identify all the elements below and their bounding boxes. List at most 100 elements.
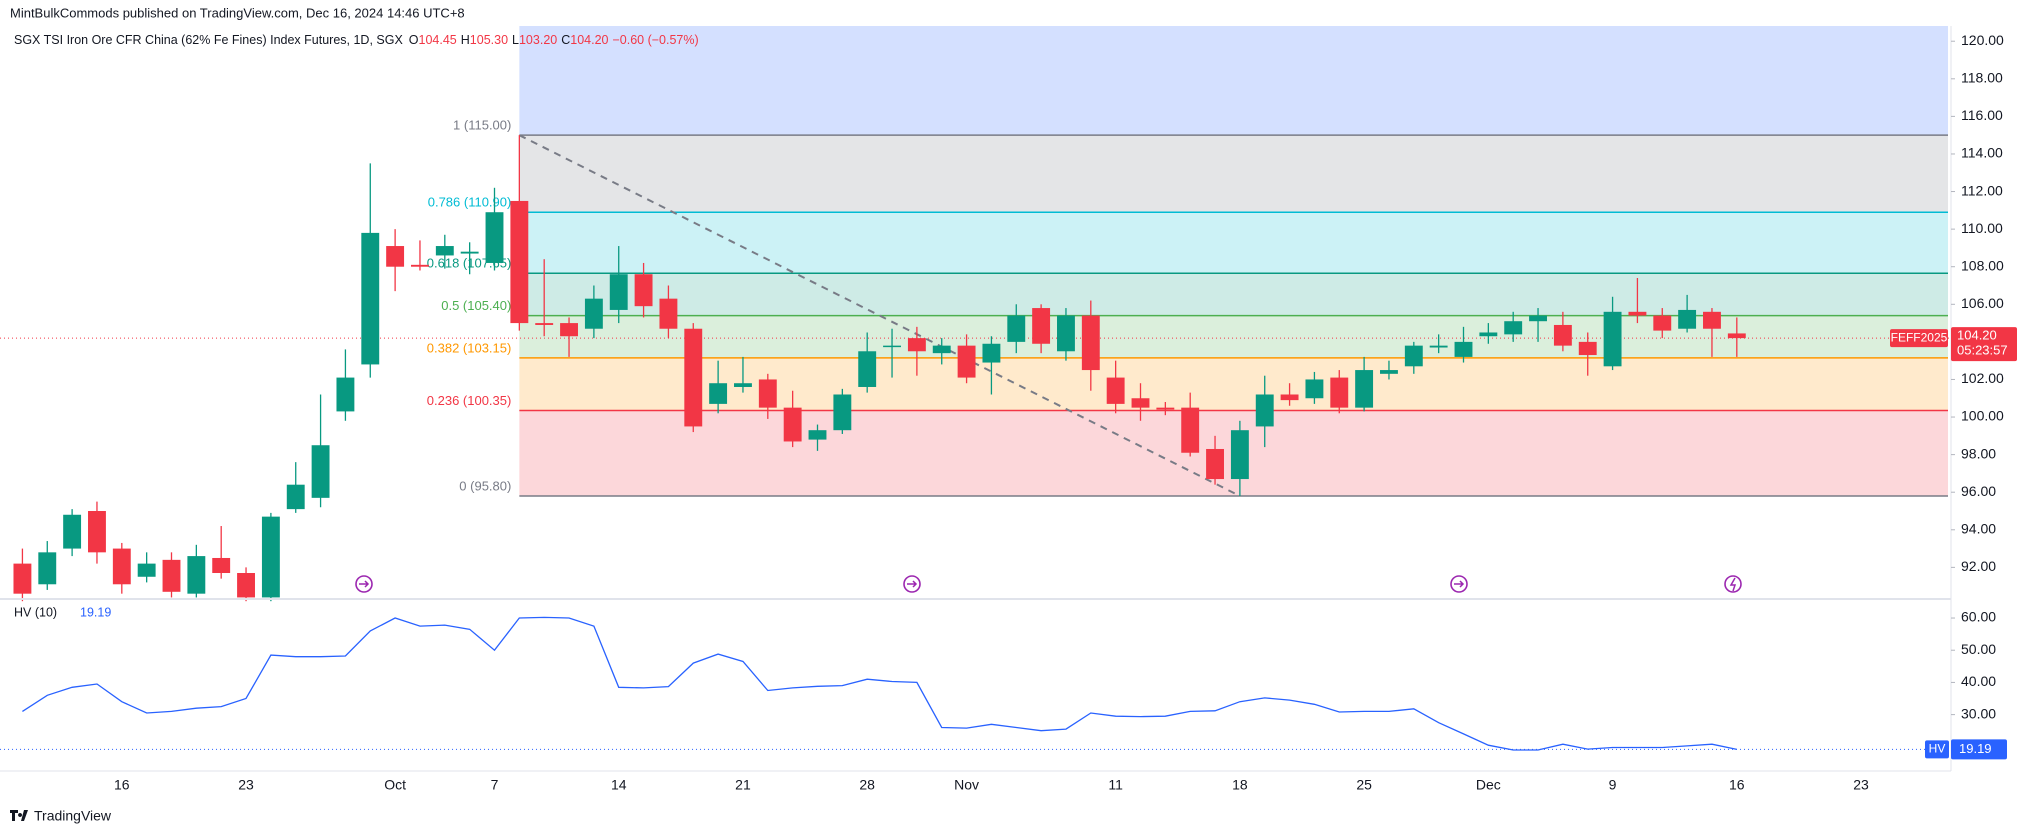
y-tick-label: 112.00 [1961,182,2003,198]
y-tick-label: 120.00 [1961,32,2004,48]
fib-zone [519,357,1948,411]
y-tick-label: 40.00 [1961,673,1996,689]
candle-body [460,251,479,254]
candle-body [162,559,181,592]
event-icon-glyph [1454,580,1465,588]
candle-body [261,516,280,598]
candle-body [336,377,355,412]
candle-body [361,232,380,365]
candle-body [1156,407,1175,410]
x-tick-label: 9 [1609,777,1617,793]
candle-body [1106,377,1125,404]
candle-body [485,212,504,263]
candle-body [1429,345,1448,348]
x-tick-label: 23 [238,777,254,793]
symbol-tag [1890,329,1948,348]
event-icons [355,575,1742,593]
candle-body [1206,448,1224,480]
candle-body [411,264,429,267]
fib-label: 1 (115.00) [453,118,511,133]
candle-body [1454,341,1473,357]
candle-body [1032,308,1051,344]
candle-body [1305,379,1324,399]
candle-body [1628,311,1647,316]
event-icon-glyph [1729,577,1737,592]
fib-label: 0.236 (100.35) [427,393,512,408]
legend-key: H [461,33,470,47]
candle-body [734,383,752,387]
y-tick-label: 116.00 [1961,107,2003,123]
candle-body [187,556,206,594]
candle-body [758,379,777,408]
candle-body [1404,345,1423,367]
candle-body [13,563,32,594]
candle-body [883,345,901,348]
candle-body [1479,332,1498,337]
event-icon[interactable] [1450,575,1468,593]
y-tick-label: 100.00 [1961,408,2004,424]
logo-text: TradingView [34,808,112,824]
candle-body [982,343,1001,363]
candle-body [659,298,678,329]
candle-body [1653,315,1672,331]
x-tick-label: Dec [1476,777,1501,793]
candle-body [1355,370,1374,408]
candle-body [1181,407,1200,453]
candle-body [112,548,131,585]
y-tick-label: 114.00 [1961,145,2003,161]
candle-body [212,557,231,574]
legend-title: SGX TSI Iron Ore CFR China (62% Fe Fines… [14,33,403,47]
y-tick-label: 98.00 [1961,445,1996,461]
candle-body [907,338,926,352]
hv-legend-value: 19.19 [80,605,111,619]
fib-label: 0.382 (103.15) [427,340,512,355]
x-tick-label: Nov [954,777,979,793]
legend-value: 104.45 [419,33,457,47]
candle-body [932,345,951,354]
logo-mark [10,810,28,821]
event-icon[interactable] [355,575,373,593]
y-tick-label: 60.00 [1961,609,1996,625]
candle-body [634,274,653,307]
y-tick-label: 106.00 [1961,295,2004,311]
x-tick-label: 14 [611,777,627,793]
price-tag-text: 104.20 [1957,328,1997,343]
candle-body [1727,333,1746,339]
legend-value: 103.20 [519,33,557,47]
hv-value-tag-text: 19.19 [1959,741,1992,756]
event-icon[interactable] [1724,575,1742,593]
y-tick-label: 92.00 [1961,558,1996,574]
candle-body [286,484,305,510]
candle-body [957,345,976,378]
candle-body [1131,398,1150,408]
candle-body [833,394,852,431]
y-tick-label: 50.00 [1961,641,1996,657]
publisher: MintBulkCommods published on TradingView… [10,5,465,20]
candle-body [1504,321,1523,335]
legend-key: O [409,33,419,47]
candle-body [1330,377,1349,408]
candle-body [1255,394,1274,427]
candle-body [1529,315,1547,322]
event-icon-glyph [907,580,918,588]
x-tick-label: 18 [1232,777,1248,793]
symbol-tag-text: FEFF2025 [1891,330,1948,344]
candle-body [560,323,578,337]
x-tick-label: 28 [859,777,875,793]
legend: SGX TSI Iron Ore CFR China (62% Fe Fines… [14,33,699,47]
y-tick-label: 102.00 [1961,370,2004,386]
x-tick-label: 11 [1108,777,1123,793]
candle-body [1678,309,1697,329]
candle-body [311,445,330,498]
y-tick-label: 110.00 [1961,220,2003,236]
candle-body [609,274,628,310]
candle-body [1578,341,1597,356]
candle-body [535,323,554,325]
y-tick-label: 118.00 [1961,70,2003,86]
candle-body [1703,311,1721,329]
legend-value: 104.20 [570,33,608,47]
event-icon[interactable] [903,575,921,593]
candle-body [808,430,827,440]
